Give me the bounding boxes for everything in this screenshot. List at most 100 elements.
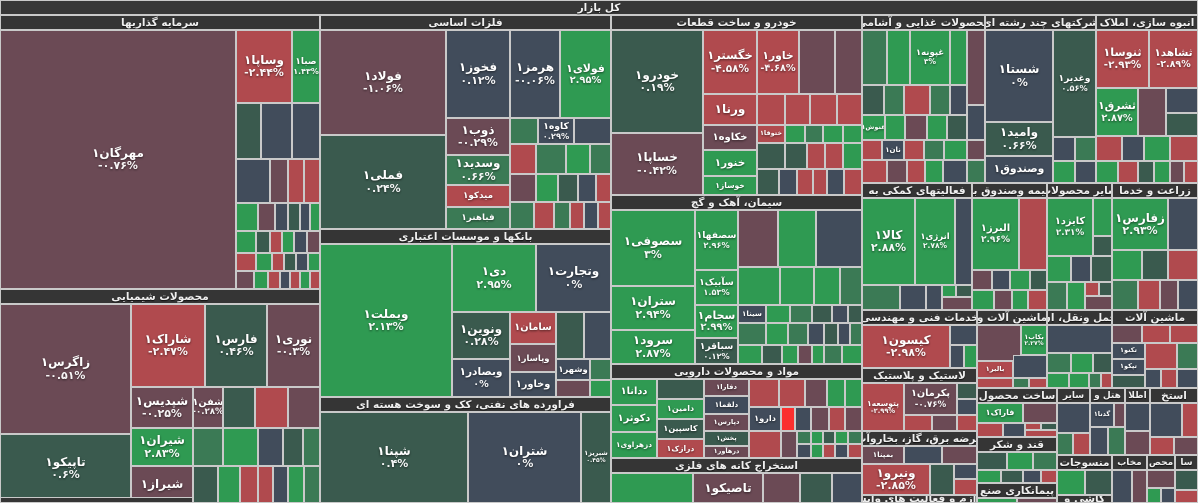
filler-tile[interactable] [1013,355,1047,378]
filler-tile[interactable] [1041,423,1057,430]
filler-tile[interactable] [1023,403,1057,423]
stock-tile[interactable]: دفارا۱ [704,379,749,396]
filler-tile[interactable] [805,125,823,143]
filler-tile[interactable] [590,380,611,397]
stock-tile[interactable]: سینا۱ [738,305,766,323]
filler-tile[interactable] [810,94,837,125]
filler-tile[interactable] [290,271,300,289]
filler-tile[interactable] [236,271,254,289]
stock-tile[interactable]: ونیرو۱ -۲.۸۵% [862,464,930,495]
sector-header-other-products[interactable]: سایر محصولات [1047,183,1112,198]
filler-tile[interactable] [1099,282,1112,296]
filler-tile[interactable] [1069,373,1089,388]
stock-tile[interactable]: دلقما۱ [704,396,749,414]
filler-tile[interactable] [280,271,290,289]
filler-tile[interactable] [977,470,1001,483]
stock-tile[interactable]: تکنو۱ [1112,343,1145,359]
stock-tile[interactable]: سامان۱ [510,312,556,344]
filler-tile[interactable] [296,253,308,271]
stock-tile[interactable]: ختوقا۱ [757,125,785,143]
filler-tile[interactable] [1147,488,1161,503]
filler-tile[interactable] [829,407,845,431]
filler-tile[interactable] [1138,280,1160,310]
filler-tile[interactable] [1071,353,1093,373]
filler-tile[interactable] [294,231,307,253]
filler-tile[interactable] [785,125,805,143]
filler-tile[interactable] [835,444,848,458]
filler-tile[interactable] [1047,353,1071,373]
filler-tile[interactable] [1125,431,1150,455]
filler-tile[interactable] [779,379,805,407]
stock-tile[interactable]: سصوفی۱ ۳% [611,210,695,286]
stock-tile[interactable]: وتجارت۱ ۰% [536,244,611,312]
filler-tile[interactable] [738,267,780,305]
stock-tile[interactable]: درهآور۱ [704,446,749,458]
filler-tile[interactable] [1047,282,1067,310]
filler-tile[interactable] [1023,470,1041,483]
stock-tile[interactable]: بکاب۱ ۲.۲۷% [1021,325,1047,355]
filler-tile[interactable] [310,271,320,289]
filler-tile[interactable] [308,253,320,271]
filler-tile[interactable] [840,267,862,305]
filler-tile[interactable] [887,160,907,183]
filler-tile[interactable] [957,383,977,399]
filler-tile[interactable] [255,387,288,428]
filler-tile[interactable] [845,379,862,407]
filler-tile[interactable] [967,30,985,105]
filler-tile[interactable] [1168,198,1198,250]
filler-tile[interactable] [300,271,310,289]
filler-tile[interactable] [556,312,584,359]
stock-tile[interactable]: کایزد۱ ۲.۳۱% [1047,198,1093,256]
filler-tile[interactable] [1090,427,1108,455]
filler-tile[interactable] [1170,136,1198,161]
filler-tile[interactable] [1161,488,1175,503]
filler-tile[interactable] [272,253,284,271]
filler-tile[interactable] [1145,369,1161,388]
filler-tile[interactable] [823,444,835,458]
filler-tile[interactable] [904,446,942,464]
stock-tile[interactable]: هرمز۱ -۰.۰۶% [510,30,560,118]
filler-tile[interactable] [1147,470,1175,488]
filler-tile[interactable] [590,144,611,174]
sector-header-metal-mining[interactable]: استخراج کانه های فلزی [611,458,862,473]
sector-header-rubber-plastic[interactable]: لاستیک و پلاستیک [862,368,977,383]
filler-tile[interactable] [1057,470,1085,495]
filler-tile[interactable] [967,105,985,140]
stock-tile[interactable]: شپنا۱ ۰.۴% [320,412,468,503]
stock-tile[interactable]: زفارس۱ ۲.۹۳% [1112,198,1168,250]
filler-tile[interactable] [283,428,303,466]
filler-tile[interactable] [887,30,910,85]
stock-tile[interactable]: درازک۱ [657,439,704,458]
filler-tile[interactable] [1122,136,1144,161]
filler-tile[interactable] [924,140,944,160]
filler-tile[interactable] [1145,343,1177,369]
filler-tile[interactable] [1114,403,1125,427]
filler-tile[interactable] [1025,423,1041,430]
filler-tile[interactable] [942,297,972,310]
filler-tile[interactable] [611,473,693,503]
stock-tile[interactable]: کاوه۱ ۰.۲۹% [538,118,574,144]
market-title-bar[interactable]: کل بازار [0,0,1198,15]
filler-tile[interactable] [556,380,590,397]
filler-tile[interactable] [907,160,925,183]
filler-tile[interactable] [977,423,1003,437]
stock-tile[interactable]: نوری۱ -۰.۳% [267,304,320,387]
filler-tile[interactable] [584,312,611,359]
filler-tile[interactable] [1161,369,1177,388]
stock-tile[interactable]: مهرگان۱ -۰.۷۶% [0,30,236,289]
filler-tile[interactable] [590,359,611,380]
filler-tile[interactable] [848,444,862,458]
filler-tile[interactable] [1132,470,1147,503]
filler-tile[interactable] [956,285,972,297]
filler-tile[interactable] [811,431,823,444]
sector-header-insurance-pension[interactable]: بیمه وصندوق با [972,183,1047,198]
filler-tile[interactable] [757,94,785,125]
stock-tile[interactable]: خگستر۱ -۴.۵۸% [703,30,757,94]
filler-tile[interactable] [1085,282,1099,296]
filler-tile[interactable] [738,345,762,364]
stock-tile[interactable]: غنوش۱ [862,115,885,140]
sector-header-misc[interactable]: سا [1175,455,1198,470]
filler-tile[interactable] [972,290,994,310]
filler-tile[interactable] [848,431,862,444]
sector-header-sugar[interactable]: قند و شکر [977,437,1057,452]
